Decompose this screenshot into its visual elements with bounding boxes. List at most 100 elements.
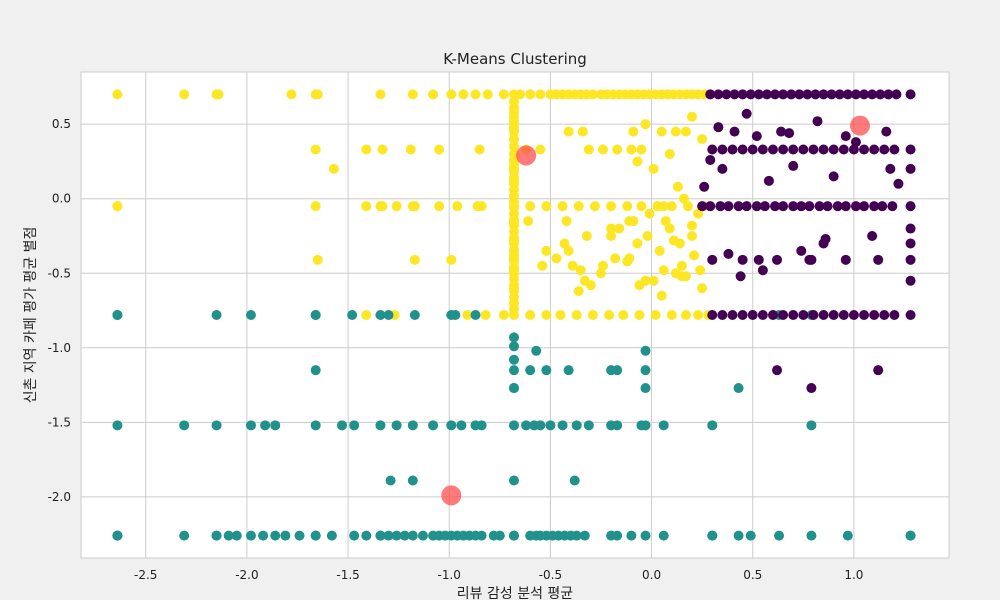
data-point-cluster-0	[887, 201, 898, 212]
data-point-cluster-2	[589, 201, 600, 212]
data-point-cluster-2	[680, 310, 691, 320]
data-point-cluster-2	[575, 265, 586, 276]
chart-title: K-Means Clustering	[443, 50, 587, 68]
data-point-cluster-0	[838, 144, 849, 155]
data-point-cluster-0	[877, 201, 888, 212]
data-point-cluster-0	[905, 201, 916, 212]
data-point-cluster-0	[879, 310, 890, 320]
data-point-cluster-1	[294, 530, 305, 541]
data-point-cluster-0	[723, 248, 734, 259]
data-point-cluster-2	[577, 126, 588, 137]
data-point-cluster-0	[751, 131, 762, 142]
data-point-cluster-2	[482, 89, 493, 100]
data-point-cluster-1	[337, 420, 348, 431]
data-point-cluster-2	[642, 230, 653, 241]
data-point-cluster-1	[508, 332, 519, 343]
data-point-cluster-1	[361, 530, 372, 541]
data-point-cluster-0	[721, 89, 732, 100]
data-point-cluster-0	[798, 310, 809, 320]
data-point-cluster-1	[391, 420, 402, 431]
data-point-cluster-1	[569, 475, 580, 486]
data-point-cluster-0	[747, 310, 758, 320]
data-point-cluster-2	[310, 144, 321, 155]
data-point-cluster-0	[850, 137, 861, 148]
data-point-cluster-1	[571, 420, 582, 431]
data-point-cluster-0	[850, 201, 861, 212]
data-point-cluster-2	[652, 201, 663, 212]
data-point-cluster-2	[480, 310, 491, 320]
data-point-cluster-0	[788, 160, 799, 171]
data-point-cluster-2	[525, 201, 536, 212]
data-point-cluster-0	[905, 275, 916, 286]
data-point-cluster-0	[859, 201, 870, 212]
data-point-cluster-2	[446, 89, 457, 100]
data-point-cluster-2	[112, 201, 123, 212]
data-point-cluster-0	[741, 108, 752, 119]
data-point-cluster-1	[733, 530, 744, 541]
data-point-cluster-2	[563, 245, 574, 256]
data-point-cluster-2	[687, 111, 698, 122]
data-point-cluster-1	[508, 383, 519, 394]
data-point-cluster-2	[567, 260, 578, 271]
data-point-cluster-0	[715, 201, 726, 212]
data-point-cluster-2	[498, 310, 509, 320]
data-point-cluster-1	[245, 310, 256, 320]
data-point-cluster-0	[802, 89, 813, 100]
data-point-cluster-0	[707, 144, 718, 155]
y-tick-label: -0.5	[48, 266, 71, 280]
data-point-cluster-1	[231, 530, 242, 541]
data-point-cluster-1	[494, 530, 505, 541]
data-point-cluster-0	[705, 201, 716, 212]
data-point-cluster-2	[523, 216, 534, 227]
data-point-cluster-2	[541, 201, 552, 212]
data-point-cluster-0	[834, 89, 845, 100]
data-point-cluster-2	[361, 201, 372, 212]
data-point-cluster-1	[774, 530, 785, 541]
data-point-cluster-2	[515, 89, 526, 100]
data-point-cluster-0	[784, 128, 795, 139]
data-point-cluster-1	[211, 530, 222, 541]
data-point-cluster-1	[640, 530, 651, 541]
data-point-cluster-2	[508, 134, 519, 145]
data-point-cluster-1	[640, 383, 651, 394]
data-point-cluster-0	[804, 201, 815, 212]
data-point-cluster-1	[640, 345, 651, 356]
data-point-cluster-0	[723, 201, 734, 212]
data-point-cluster-0	[717, 163, 728, 174]
data-point-cluster-1	[508, 420, 519, 431]
data-point-cluster-2	[407, 89, 418, 100]
data-point-cluster-2	[405, 144, 416, 155]
data-point-cluster-2	[508, 265, 519, 276]
data-point-cluster-0	[848, 310, 859, 320]
data-point-cluster-2	[636, 144, 647, 155]
data-point-cluster-0	[814, 201, 825, 212]
data-point-cluster-2	[687, 230, 698, 241]
data-point-cluster-2	[573, 286, 584, 297]
data-point-cluster-2	[508, 96, 519, 107]
data-point-cluster-1	[375, 310, 386, 320]
data-point-cluster-1	[571, 530, 582, 541]
data-point-cluster-2	[557, 201, 568, 212]
data-point-cluster-0	[759, 201, 770, 212]
data-point-cluster-2	[687, 220, 698, 231]
data-point-cluster-2	[573, 201, 584, 212]
data-point-cluster-0	[699, 181, 710, 192]
data-point-cluster-0	[885, 163, 896, 174]
data-point-cluster-0	[769, 89, 780, 100]
data-point-cluster-0	[873, 254, 884, 265]
data-point-cluster-0	[879, 144, 890, 155]
data-point-cluster-2	[375, 89, 386, 100]
data-point-cluster-0	[747, 144, 758, 155]
data-point-cluster-0	[893, 178, 904, 189]
data-point-cluster-0	[794, 89, 805, 100]
centroid-marker	[441, 485, 462, 506]
data-point-cluster-1	[245, 530, 256, 541]
data-point-cluster-2	[587, 89, 598, 100]
data-point-cluster-0	[867, 230, 878, 241]
data-point-cluster-1	[112, 530, 123, 541]
data-point-cluster-0	[808, 144, 819, 155]
data-point-cluster-0	[840, 201, 851, 212]
data-point-cluster-1	[375, 420, 386, 431]
data-point-cluster-0	[767, 144, 778, 155]
data-point-cluster-1	[658, 420, 669, 431]
